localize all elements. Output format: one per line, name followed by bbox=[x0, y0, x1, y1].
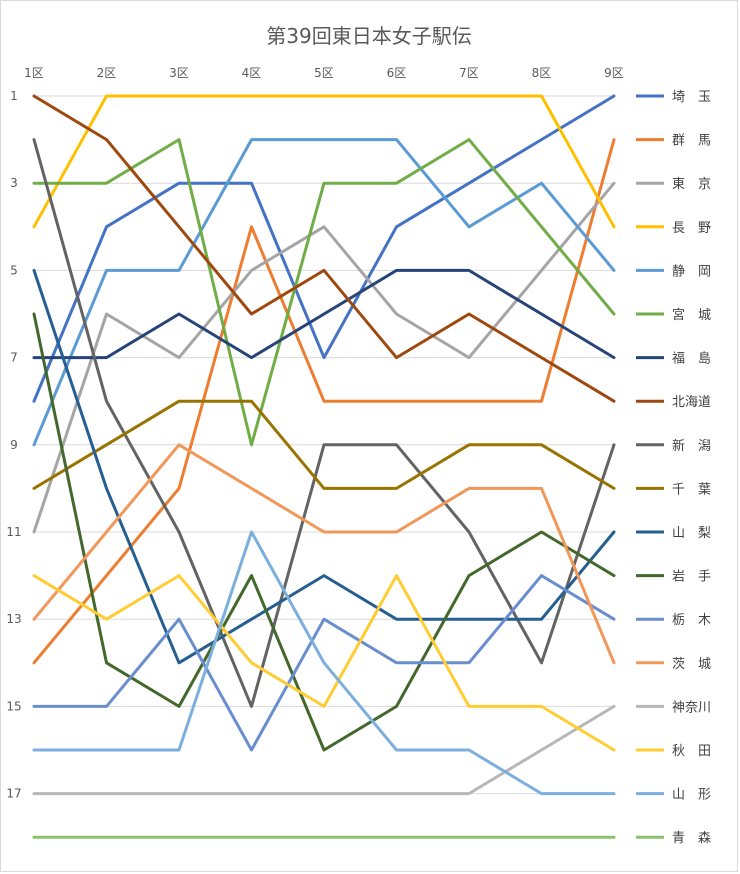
legend-label: 青 森 bbox=[672, 831, 711, 846]
legend-label: 神奈川 bbox=[672, 700, 711, 715]
legend-label: 山 梨 bbox=[672, 526, 711, 541]
legend-label: 宮 城 bbox=[672, 307, 711, 323]
legend-label: 茨 城 bbox=[672, 657, 711, 672]
legend-label: 群 馬 bbox=[672, 134, 711, 149]
legend-label: 長 野 bbox=[672, 221, 711, 236]
y-tick-label: 7 bbox=[10, 351, 18, 365]
series-line-16 bbox=[32, 530, 616, 796]
legend-label: 新 潟 bbox=[672, 438, 711, 454]
legend-label: 埼 玉 bbox=[672, 90, 711, 105]
y-tick-label: 3 bbox=[10, 176, 18, 190]
series-line-3 bbox=[32, 94, 616, 229]
x-tick-labels: 1区 2区 3区 4区 5区 6区 7区 8区 9区 bbox=[24, 66, 624, 80]
legend-label: 栃 木 bbox=[672, 613, 711, 628]
legend-label: 静 岡 bbox=[672, 264, 711, 279]
x-tick-label: 1区 bbox=[24, 66, 44, 80]
y-tick-label: 11 bbox=[6, 525, 21, 539]
x-tick-label: 8区 bbox=[532, 66, 552, 80]
series-line-12 bbox=[32, 574, 616, 752]
x-tick-label: 5区 bbox=[314, 66, 334, 80]
legend-label: 福 島 bbox=[672, 352, 711, 367]
x-tick-label: 4区 bbox=[242, 66, 262, 80]
series-line-0 bbox=[32, 94, 616, 403]
x-tick-label: 2区 bbox=[97, 66, 117, 80]
series-line-14 bbox=[32, 704, 616, 796]
legend-label: 北海道 bbox=[672, 395, 711, 410]
x-tick-label: 7区 bbox=[459, 66, 479, 80]
series-lines bbox=[32, 94, 616, 839]
series-line-6 bbox=[32, 268, 616, 360]
series-line-7 bbox=[32, 94, 616, 403]
legend-label: 山 形 bbox=[672, 788, 711, 803]
series-line-15 bbox=[32, 574, 616, 752]
x-tick-label: 6区 bbox=[387, 66, 407, 80]
y-tick-label: 5 bbox=[10, 263, 18, 277]
legend-label: 秋 田 bbox=[672, 744, 711, 759]
y-tick-label: 1 bbox=[10, 89, 18, 103]
series-line-13 bbox=[32, 443, 616, 665]
legend-label: 岩 手 bbox=[672, 570, 711, 585]
series-line-9 bbox=[32, 399, 616, 490]
series-line-10 bbox=[32, 268, 616, 665]
y-tick-label: 17 bbox=[6, 787, 21, 801]
x-tick-label: 9区 bbox=[604, 66, 624, 80]
y-tick-label: 9 bbox=[10, 438, 18, 452]
chart-title: 第39回東日本女子駅伝 bbox=[266, 24, 471, 48]
x-tick-label: 3区 bbox=[169, 66, 189, 80]
legend-label: 千 葉 bbox=[672, 482, 711, 497]
legend-label: 東 京 bbox=[672, 176, 711, 192]
y-tick-label: 13 bbox=[6, 612, 21, 626]
y-tick-label: 15 bbox=[6, 699, 21, 713]
